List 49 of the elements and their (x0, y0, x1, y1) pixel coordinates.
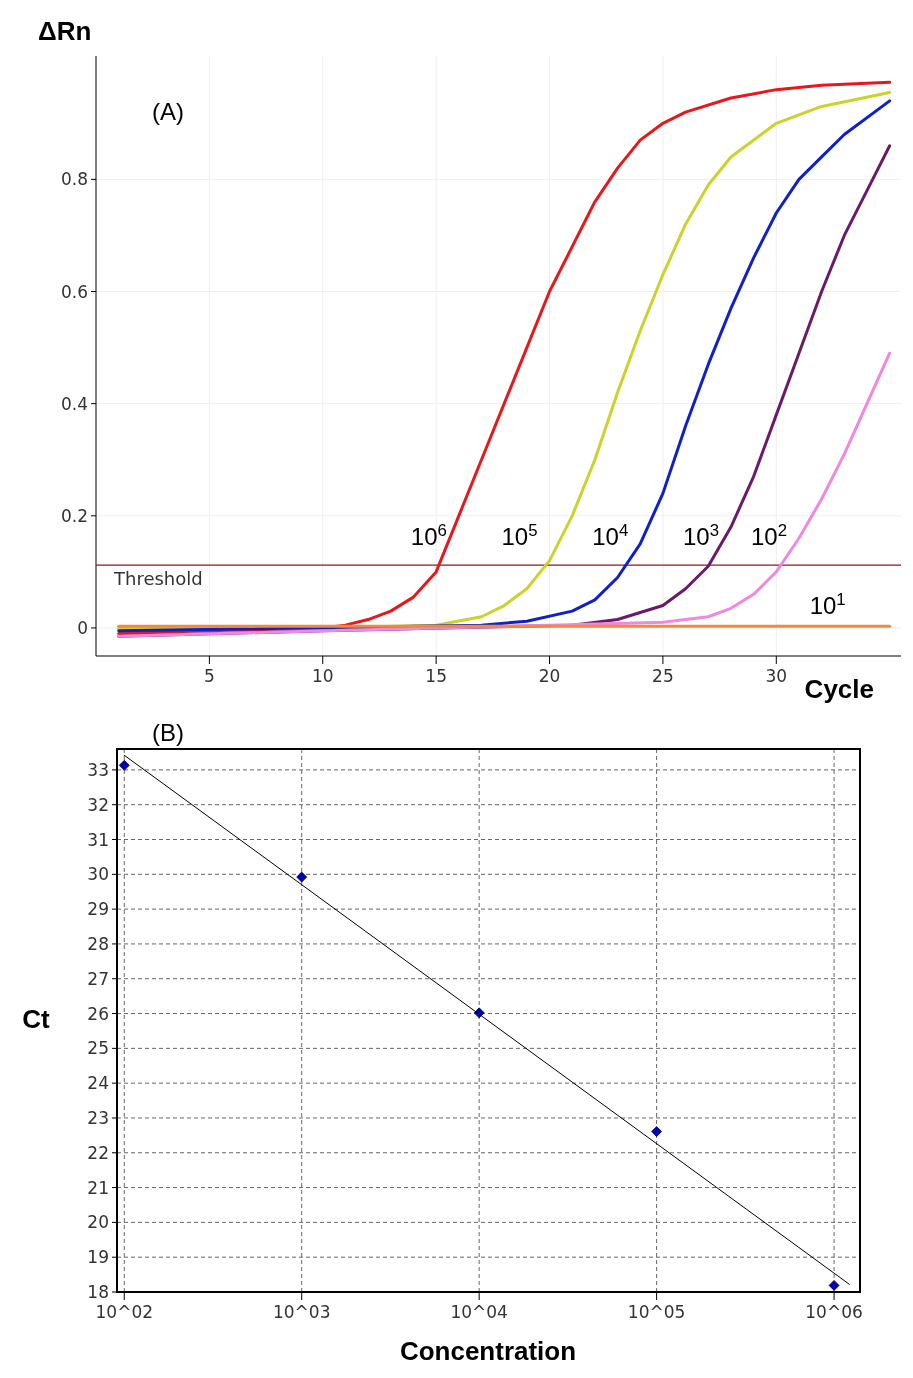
x-axis-title: Cycle (804, 674, 874, 704)
x-tick-label: 15 (425, 666, 447, 686)
y-tick-label: 23 (87, 1107, 109, 1128)
point (118, 759, 130, 771)
y-tick-label: 28 (87, 933, 109, 954)
y-tick-label: 22 (87, 1142, 109, 1163)
y-tick-label: 19 (87, 1247, 109, 1268)
y-tick-label: 20 (87, 1212, 109, 1233)
x-tick-label: 10^03 (272, 1302, 331, 1322)
y-axis-title: ΔRn (38, 16, 92, 46)
y-tick-label: 0.6 (60, 281, 88, 302)
y-tick-label: 27 (87, 968, 109, 989)
series-label: 10$^{6}$ (410, 520, 447, 551)
y-tick-label: 26 (87, 1003, 109, 1024)
x-tick-label: 30 (765, 666, 788, 686)
y-tick-label: 0.8 (60, 169, 88, 190)
y-tick-label: 0.2 (60, 505, 88, 526)
text: (B) (152, 719, 184, 746)
y-tick-label: 25 (87, 1038, 109, 1059)
y-tick-label: 33 (87, 759, 109, 780)
y-tick-label: 0 (77, 617, 88, 638)
series-label: 10$^{5}$ (501, 520, 538, 551)
y-tick-label: 0.4 (60, 393, 88, 414)
annotation: (A) (152, 98, 184, 125)
point (651, 1126, 663, 1137)
x-tick-label: 20 (538, 666, 561, 686)
x-tick-label: 5 (203, 666, 215, 686)
y-tick-label: 30 (87, 864, 109, 885)
series-label: 10$^{2}$ (750, 520, 787, 551)
x-axis-title: Concentration (399, 1336, 577, 1366)
x-tick-label: 10^04 (450, 1302, 508, 1322)
series-label: 10$^{1}$ (809, 589, 846, 620)
point (296, 871, 308, 883)
x-tick-label: 25 (652, 666, 674, 686)
ref-line-label: Threshold (113, 568, 203, 590)
x-tick-label: 10^06 (805, 1302, 863, 1322)
x-tick-label: 10 (311, 666, 334, 686)
x-tick-label: 10^05 (627, 1302, 686, 1322)
y-tick-label: 18 (87, 1282, 109, 1302)
series-label: 10$^{4}$ (592, 520, 629, 551)
y-tick-label: 29 (87, 899, 109, 920)
series-label: 10$^{3}$ (682, 520, 719, 551)
y-tick-label: 32 (87, 794, 109, 815)
y-axis-title: Ct (22, 1004, 51, 1034)
x-tick-label: 10^02 (95, 1302, 154, 1322)
y-tick-label: 21 (87, 1177, 109, 1198)
point (828, 1279, 840, 1291)
y-tick-label: 24 (87, 1073, 109, 1094)
y-tick-label: 31 (87, 829, 109, 850)
